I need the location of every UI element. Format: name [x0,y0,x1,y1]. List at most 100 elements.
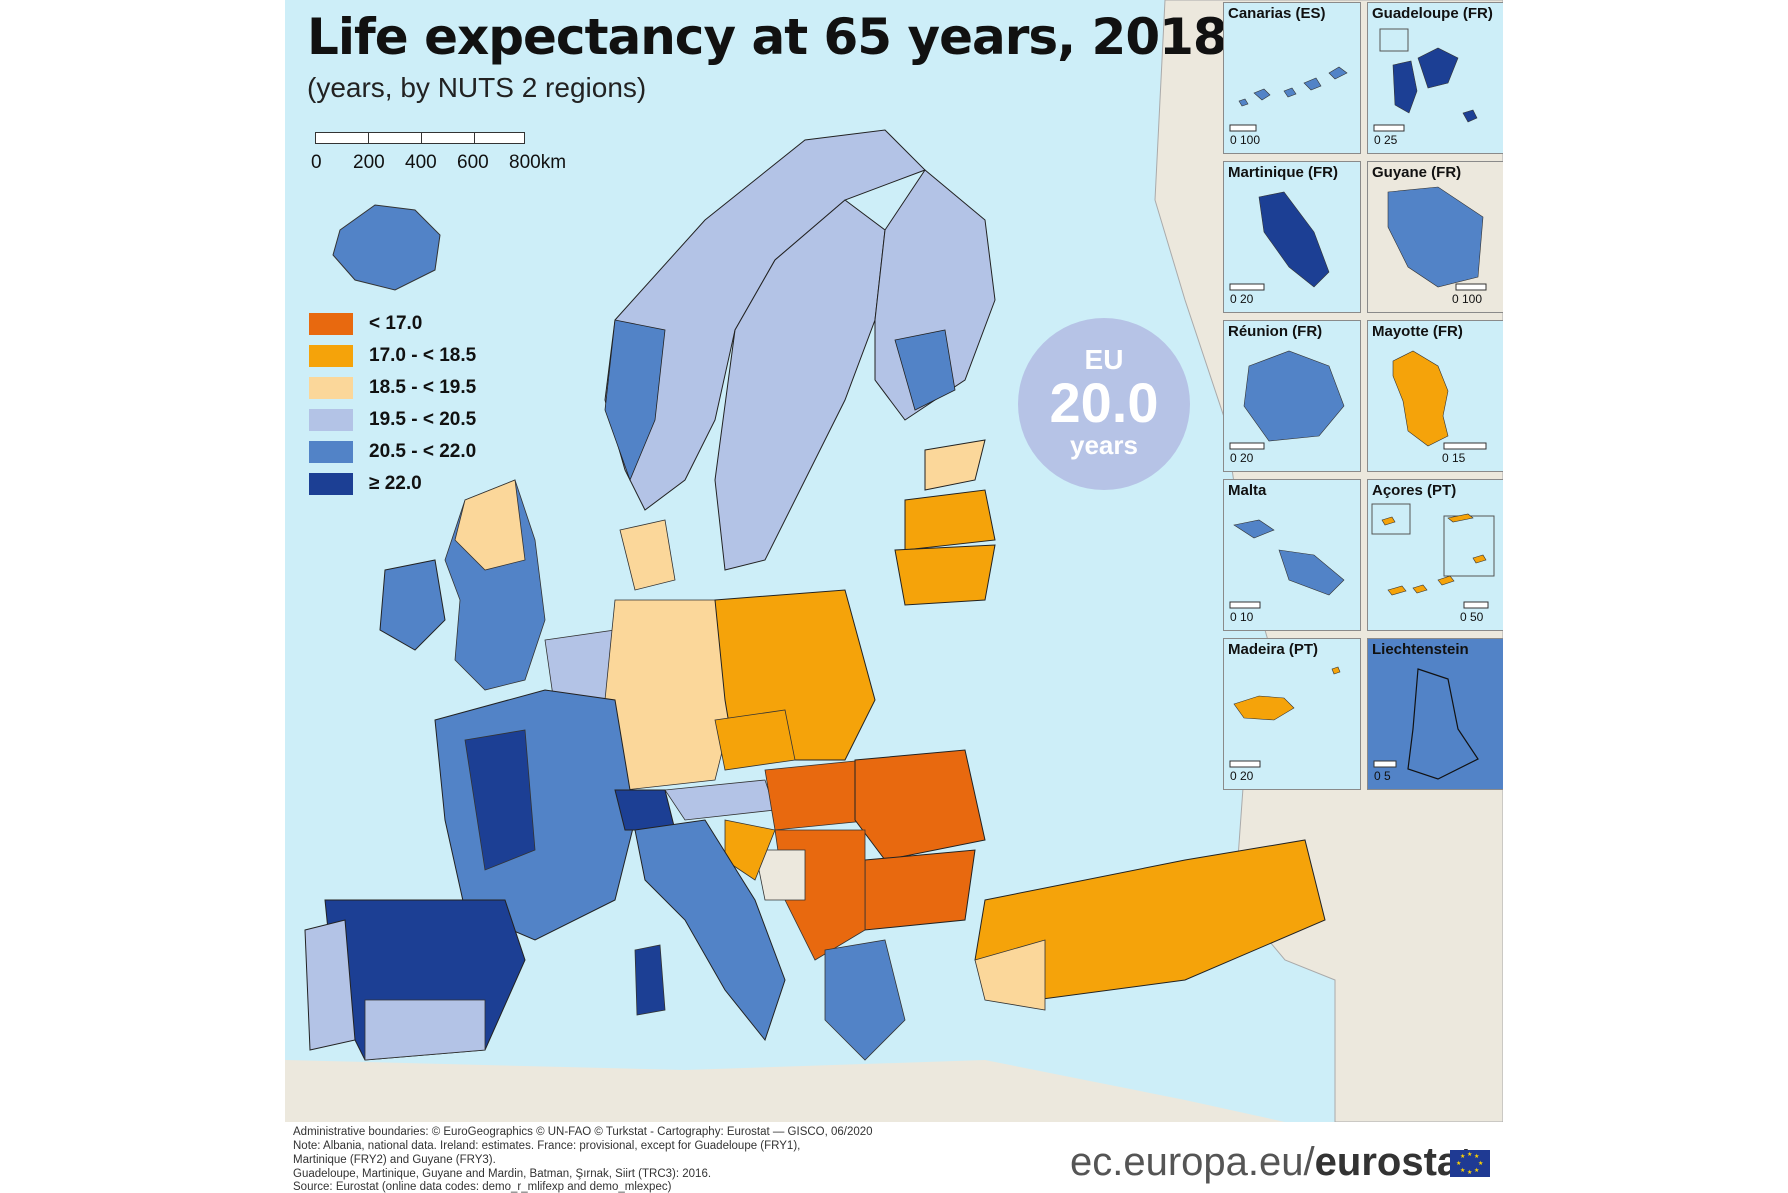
inset-malta: Malta 0 10 [1223,479,1361,631]
scale-label: 400 [405,152,437,173]
inset-scale: 0 100 [1452,292,1483,306]
region-scotland [454,479,526,571]
inset-acores: Açores (PT) 0 50 [1367,479,1503,631]
inset-scale: 0 10 [1230,610,1254,624]
eu-average-badge: EU 20.0 years [1018,318,1190,490]
inset-title: Réunion (FR) [1228,323,1323,340]
inset-mayotte: Mayotte (FR) 0 15 [1367,320,1503,472]
scale-label: 0 [311,152,322,173]
region-italy [634,819,786,1042]
legend-swatch [309,313,353,335]
region-france-west [464,729,536,871]
inset-map [1373,28,1478,132]
footnote-line: Martinique (FRY2) and Guyane (FRY3). [293,1154,496,1166]
legend-swatch [309,473,353,495]
region-sweden [714,199,886,571]
inset-guyane: Guyane (FR) 0 100 [1367,161,1503,313]
legend-item: 17.0 - < 18.5 [309,340,476,372]
inset-map [1229,66,1348,132]
legend-item: 18.5 - < 19.5 [309,372,476,404]
inset-title: Malta [1228,482,1267,499]
inset-scale: 0 5 [1374,769,1391,783]
inset-scale: 0 20 [1230,292,1254,306]
region-romania [854,749,986,861]
region-czechia [714,709,796,771]
inset-guadeloupe: Guadeloupe (FR) 0 25 [1367,2,1503,154]
map-frame: Life expectancy at 65 years, 2018 (years… [285,0,1503,1122]
legend-swatch [309,409,353,431]
legend-swatch [309,345,353,367]
inset-map [1229,350,1345,450]
inset-martinique: Martinique (FR) 0 20 [1223,161,1361,313]
inset-title: Martinique (FR) [1228,164,1338,181]
region-ireland [379,559,446,651]
map-title: Life expectancy at 65 years, 2018 [307,8,1228,66]
brand-prefix: ec.europa.eu/ [1070,1140,1315,1184]
eu-flag-icon: ★ ★ ★ ★ ★ ★ ★ ★ [1450,1150,1490,1177]
inset-scale: 0 25 [1374,133,1398,147]
scale-bar: 0 200 400 600 800km [311,132,566,173]
inset-scale: 0 20 [1230,451,1254,465]
inset-map [1373,668,1479,780]
region-estonia [924,439,986,491]
land-north-africa [285,1060,1285,1122]
legend-item: ≥ 22.0 [309,468,476,500]
region-austria [664,779,776,821]
scale-label: 200 [353,152,385,173]
legend-label: 17.0 - < 18.5 [369,345,477,366]
inset-map [1392,350,1487,450]
region-greece [824,939,906,1061]
region-lithuania [894,544,996,606]
inset-scale: 0 50 [1460,610,1484,624]
legend-label: 18.5 - < 19.5 [369,377,477,398]
region-switzerland [614,789,676,831]
eu-average-value: 20.0 [1049,371,1159,434]
region-iceland [332,204,441,291]
legend-item: 19.5 - < 20.5 [309,404,476,436]
region-bulgaria [864,849,976,931]
inset-reunion: Réunion (FR) 0 20 [1223,320,1361,472]
eu-average-label: EU [1084,344,1124,375]
inset-scale: 0 100 [1230,133,1261,147]
legend-label: 19.5 - < 20.5 [369,409,477,430]
inset-title: Madeira (PT) [1228,641,1319,658]
region-portugal [304,919,356,1051]
inset-map [1368,162,1503,312]
footnote-line: Note: Albania, national data. Ireland: e… [293,1140,801,1152]
region-latvia [904,489,996,551]
inset-madeira: Madeira (PT) 0 20 [1223,638,1361,790]
region-denmark [619,519,676,591]
eu-average-unit: years [1070,430,1138,460]
inset-map [1229,666,1341,768]
inset-title: Canarias (ES) [1228,5,1326,22]
inset-map [1229,191,1330,291]
footnote-line: Administrative boundaries: © EuroGeograp… [293,1126,873,1138]
map-subtitle: (years, by NUTS 2 regions) [307,72,647,103]
legend-label: < 17.0 [369,313,423,334]
legend-label: ≥ 22.0 [369,473,422,494]
inset-liechtenstein: Liechtenstein 0 5 [1367,638,1503,790]
inset-map [1229,519,1345,609]
scale-bar-graphic [315,132,525,144]
inset-scale: 0 15 [1442,451,1466,465]
footnote-line: Source: Eurostat (online data codes: dem… [293,1181,672,1193]
scale-label: 600 [457,152,489,173]
inset-scale: 0 20 [1230,769,1254,783]
legend-label: 20.5 - < 22.0 [369,441,477,462]
region-spain-south [364,999,486,1061]
inset-canarias: Canarias (ES) 0 100 [1223,2,1361,154]
region-croatia [724,819,776,881]
inset-map [1371,503,1495,609]
region-turkey-west [974,939,1046,1011]
inset-title: Liechtenstein [1372,641,1469,658]
region-finland-east [894,329,956,411]
legend-swatch [309,377,353,399]
footnote-line: Guadeloupe, Martinique, Guyane and Mardi… [293,1168,712,1180]
region-bosnia [754,849,806,901]
inset-title: Açores (PT) [1372,482,1457,499]
legend-swatch [309,441,353,463]
inset-title: Guyane (FR) [1372,164,1462,181]
region-norway-west [604,319,666,482]
legend: < 17.0 17.0 - < 18.5 18.5 - < 19.5 19.5 … [309,308,476,500]
legend-item: < 17.0 [309,308,476,340]
